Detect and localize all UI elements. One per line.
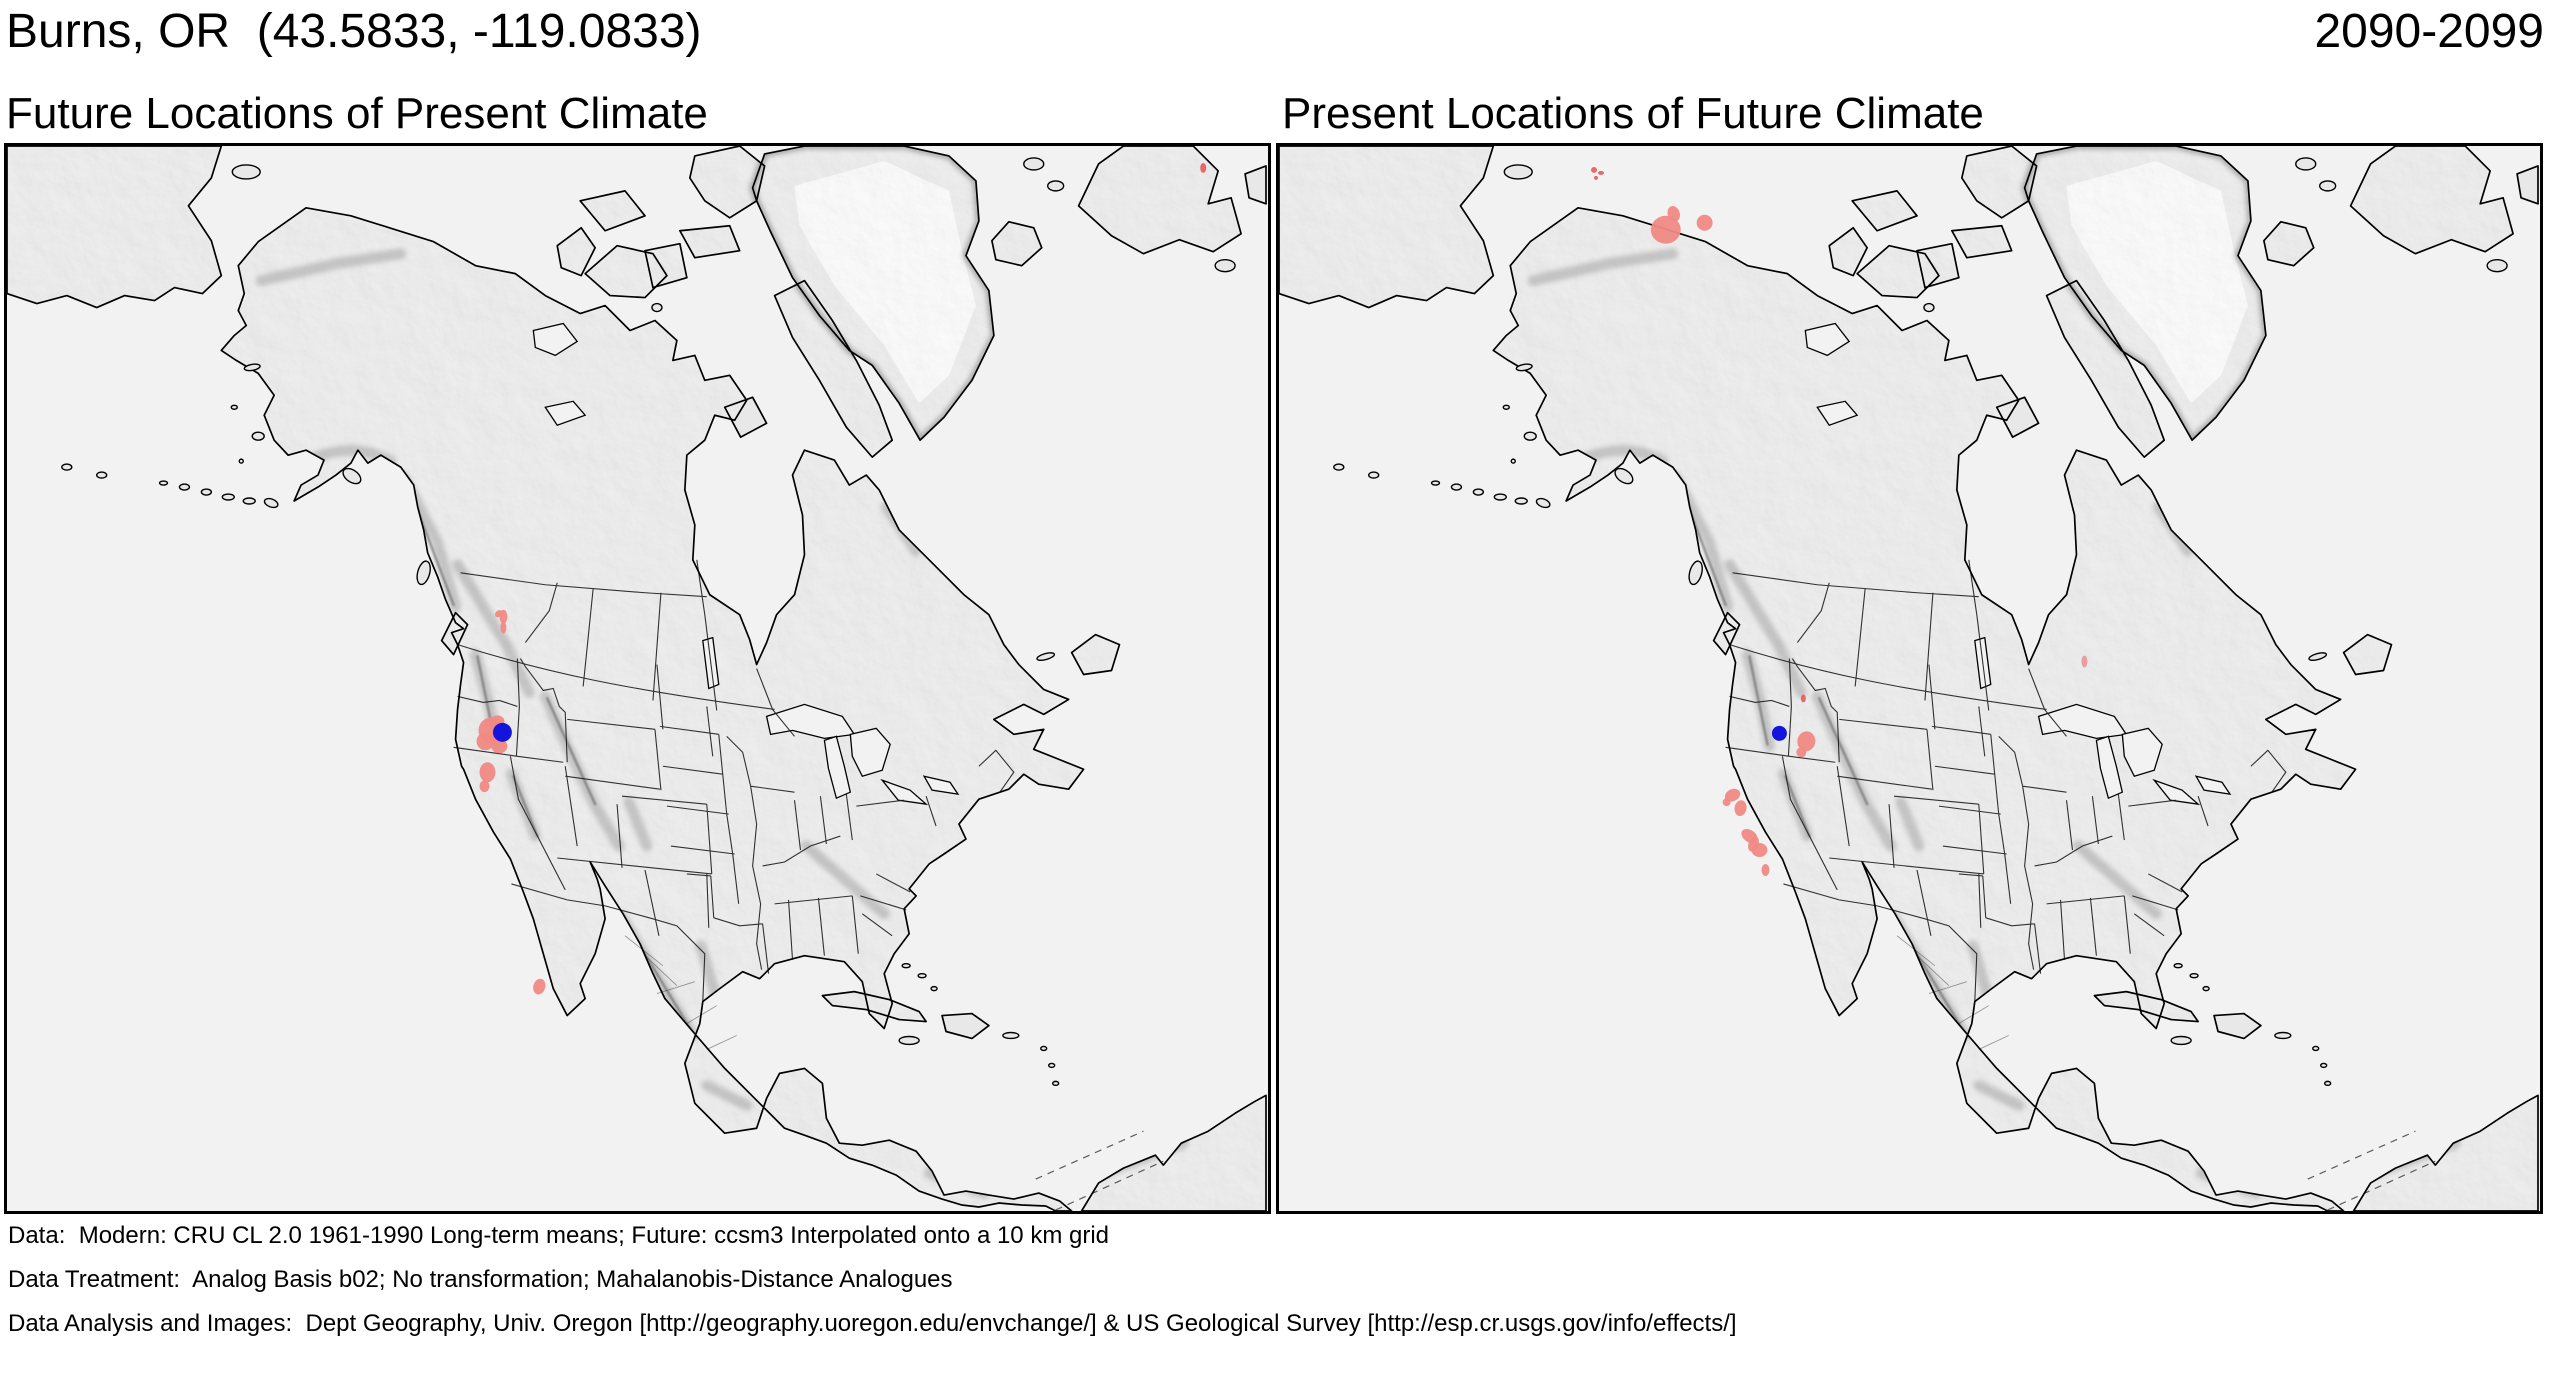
analog-patch xyxy=(479,780,490,793)
location-marker-left xyxy=(492,722,512,742)
analog-patch xyxy=(476,732,495,751)
analog-patch xyxy=(1200,162,1207,173)
analog-patch xyxy=(1650,215,1681,244)
page-title: Burns, OR (43.5833, -119.0833) xyxy=(6,5,702,58)
period-label: 2090-2099 xyxy=(2314,5,2544,58)
analog-patch xyxy=(1797,731,1816,752)
analog-patch xyxy=(2081,655,2088,668)
analog-patch xyxy=(1724,788,1741,802)
footer-data-source: Data: Modern: CRU CL 2.0 1961-1990 Long-… xyxy=(8,1222,1109,1249)
analog-regions-right xyxy=(1591,166,2088,876)
map-frame-right xyxy=(1276,143,2543,1214)
map-future-locations xyxy=(7,146,1268,1211)
analog-patch xyxy=(491,739,508,754)
location-marker-right xyxy=(1771,725,1787,741)
analog-patch xyxy=(1591,166,1597,173)
analog-patch xyxy=(1722,798,1731,807)
panel-title-future-locations: Future Locations of Present Climate xyxy=(6,89,708,138)
analog-patch xyxy=(495,610,502,618)
analog-patch xyxy=(533,978,546,995)
map-present-locations xyxy=(1279,146,2540,1211)
analog-patch xyxy=(1800,694,1806,703)
analog-patch xyxy=(479,762,496,783)
analog-patch xyxy=(1748,836,1759,852)
footer-data-treatment: Data Treatment: Analog Basis b02; No tra… xyxy=(8,1266,953,1293)
analog-patch xyxy=(1597,170,1604,175)
analog-patch xyxy=(500,621,507,634)
map-frame-left xyxy=(4,143,1271,1214)
analog-patch xyxy=(1696,214,1713,231)
analog-patch xyxy=(1734,800,1747,817)
analog-patch xyxy=(1594,175,1598,180)
panel-title-present-locations: Present Locations of Future Climate xyxy=(1282,89,1984,138)
analog-patch xyxy=(1796,747,1807,758)
analog-patch xyxy=(1761,863,1770,876)
analog-patch xyxy=(1667,206,1680,222)
analog-regions-left xyxy=(476,162,1207,995)
footer-data-credits: Data Analysis and Images: Dept Geography… xyxy=(8,1310,1737,1337)
